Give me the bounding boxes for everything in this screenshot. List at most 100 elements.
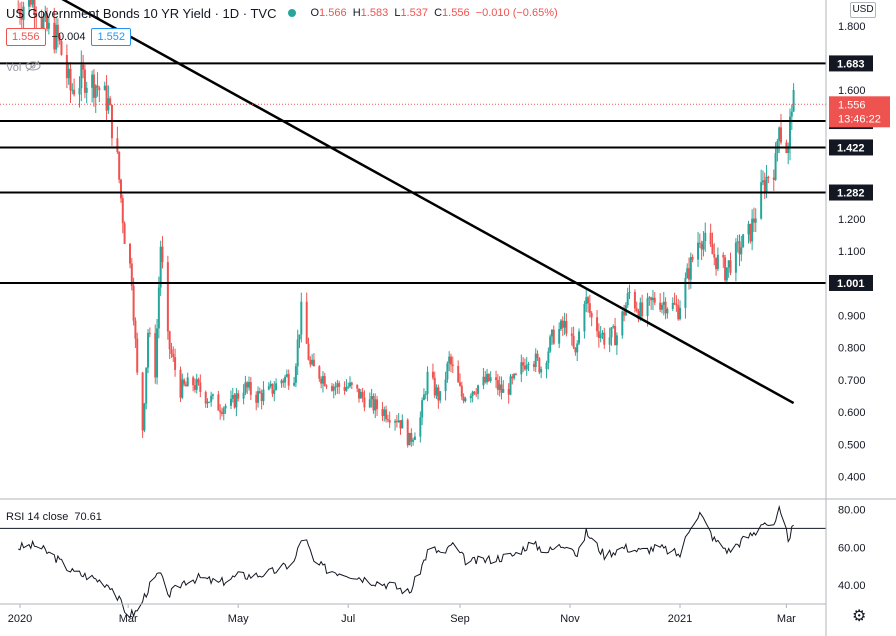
candle-body [44, 13, 47, 19]
time-axis[interactable]: 2020 Mar May Jul Sep Nov 2021 Mar [0, 603, 826, 625]
time-tick-label: Mar [119, 613, 138, 625]
candle-body [738, 241, 741, 255]
symbol-title[interactable]: US Government Bonds 10 YR Yield · 1D · T… [6, 5, 277, 21]
candle-body [29, 0, 32, 5]
candle-body [637, 311, 640, 320]
candle-body [641, 302, 644, 317]
candle-body [621, 311, 624, 336]
candle-body [65, 54, 68, 79]
trendline[interactable] [29, 0, 795, 405]
candle-body [204, 391, 207, 404]
candle-body [397, 420, 400, 423]
candle-body [751, 218, 754, 242]
price-axis[interactable]: 1.800 1.600 1.200 1.100 0.900 0.800 0.700 0.600… [825, 0, 890, 636]
candle-body [648, 297, 651, 299]
rsi-legend[interactable]: RSI 14 close 70.61 [6, 511, 102, 523]
candle-body [381, 408, 384, 416]
candle-body [323, 376, 326, 386]
candle-body [439, 391, 442, 401]
rsi-tick-label: 80.00 [838, 504, 866, 516]
candle-body [78, 87, 81, 95]
price-tick-label: 1.800 [838, 21, 866, 33]
rsi-value: 70.61 [74, 511, 102, 523]
price-tick-label: 0.800 [838, 343, 866, 355]
candle-body [22, 6, 25, 20]
candle-body [525, 364, 528, 370]
candle-body [40, 16, 43, 30]
candle-body [673, 302, 676, 305]
candle-body [121, 198, 124, 224]
candle-body [406, 419, 409, 446]
candle-body [161, 246, 164, 263]
candle-body [597, 331, 600, 339]
candle-body [511, 376, 514, 379]
candle-body [349, 382, 351, 387]
candle-body [585, 297, 588, 305]
sell-chip[interactable]: 1.556 [6, 28, 46, 46]
candle-body [193, 385, 196, 390]
candle-body [109, 98, 112, 105]
candle-body [653, 297, 656, 303]
price-tick-label: 0.700 [838, 375, 866, 387]
candle-body [148, 332, 151, 334]
candle-body [134, 320, 137, 339]
candle-body [459, 382, 461, 386]
trade-chips: 1.556 −0.004 1.552 [6, 28, 132, 46]
candle-body [460, 385, 463, 397]
candle-body [590, 312, 593, 318]
candle-body [237, 393, 240, 399]
candle-body [534, 353, 537, 368]
candle-body [296, 339, 299, 367]
candle-body [514, 373, 517, 375]
buy-chip[interactable]: 1.552 [91, 28, 132, 46]
candle-body [612, 326, 615, 328]
eye-hidden-icon[interactable] [25, 60, 41, 75]
candle-body [727, 260, 730, 268]
candle-body [42, 18, 45, 30]
candle-body [412, 439, 415, 442]
price-tick-label: 0.400 [838, 471, 866, 483]
candle-body [410, 432, 413, 442]
rsi-pane [0, 504, 826, 619]
candle-body [633, 291, 636, 309]
candle-body [186, 377, 189, 387]
rsi-tick-label: 40.00 [838, 580, 866, 592]
high-value: 1.583 [360, 7, 389, 19]
candle-body [60, 41, 63, 55]
candle-body [372, 396, 375, 411]
gear-icon[interactable]: ⚙ [852, 608, 867, 625]
candle-body [704, 232, 707, 242]
candle-body [675, 304, 678, 306]
spread-value: −0.004 [51, 31, 86, 43]
candle-body [80, 64, 83, 88]
level-tag [829, 139, 873, 156]
candle-body [368, 399, 371, 408]
price-tag-countdown: 13:46:22 [838, 113, 881, 125]
candle-body [197, 379, 200, 383]
candle-body [540, 368, 543, 373]
candle-body [156, 328, 159, 378]
candle-body [765, 176, 768, 192]
candle-body [747, 223, 750, 235]
candle-body [487, 373, 490, 382]
volume-legend[interactable]: Vol [6, 60, 41, 75]
currency-button[interactable]: USD [850, 2, 876, 18]
candle-body [545, 363, 548, 369]
candle-body [46, 13, 49, 29]
candle-body [614, 326, 617, 346]
candle-body [262, 389, 265, 402]
candle-body [170, 349, 173, 354]
candle-body [19, 9, 21, 17]
candle-body [71, 89, 74, 91]
candle-body [145, 367, 148, 404]
candle-body [394, 421, 397, 423]
candle-body [82, 64, 85, 70]
candle-body [183, 379, 186, 385]
candle-body [229, 398, 232, 406]
candle-body [305, 301, 308, 344]
candle-body [94, 85, 97, 98]
candle-body [307, 343, 310, 360]
candle-body [141, 372, 144, 431]
candle-body [98, 87, 101, 91]
